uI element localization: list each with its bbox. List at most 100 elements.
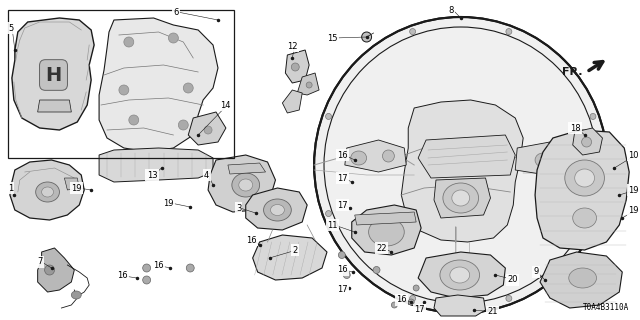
Ellipse shape xyxy=(179,120,188,130)
Ellipse shape xyxy=(373,267,380,274)
Ellipse shape xyxy=(204,126,212,134)
Polygon shape xyxy=(99,148,213,182)
Ellipse shape xyxy=(408,299,414,305)
Polygon shape xyxy=(12,18,94,130)
Ellipse shape xyxy=(343,271,350,278)
Text: 6: 6 xyxy=(173,7,179,17)
Ellipse shape xyxy=(264,199,291,221)
Ellipse shape xyxy=(183,83,193,93)
Ellipse shape xyxy=(306,82,312,88)
Polygon shape xyxy=(297,73,319,95)
Text: 9: 9 xyxy=(533,268,538,276)
Ellipse shape xyxy=(590,113,596,119)
Ellipse shape xyxy=(339,252,346,259)
Polygon shape xyxy=(515,142,573,175)
Text: 16: 16 xyxy=(337,266,348,275)
Text: 17: 17 xyxy=(414,306,425,315)
Text: 19: 19 xyxy=(628,186,639,195)
Ellipse shape xyxy=(124,37,134,47)
Text: 11: 11 xyxy=(327,220,337,229)
Text: 14: 14 xyxy=(220,100,230,109)
Polygon shape xyxy=(10,160,84,220)
Text: 19: 19 xyxy=(628,205,639,214)
Ellipse shape xyxy=(291,63,300,71)
Ellipse shape xyxy=(143,276,150,284)
Text: 18: 18 xyxy=(570,124,580,132)
Ellipse shape xyxy=(119,85,129,95)
Text: 2: 2 xyxy=(292,245,298,254)
Ellipse shape xyxy=(186,264,194,272)
Ellipse shape xyxy=(45,265,54,275)
Ellipse shape xyxy=(129,115,139,125)
Polygon shape xyxy=(434,295,486,316)
Text: 3: 3 xyxy=(236,204,241,212)
Text: 16: 16 xyxy=(154,261,164,270)
Polygon shape xyxy=(434,178,490,218)
Polygon shape xyxy=(573,128,602,155)
Polygon shape xyxy=(282,90,302,113)
Polygon shape xyxy=(540,252,622,308)
Polygon shape xyxy=(99,18,218,152)
Text: 4: 4 xyxy=(204,171,209,180)
Polygon shape xyxy=(535,130,629,250)
Text: T0A4B3110A: T0A4B3110A xyxy=(583,303,629,312)
Ellipse shape xyxy=(362,32,372,42)
Ellipse shape xyxy=(582,137,591,147)
Ellipse shape xyxy=(239,179,253,191)
Polygon shape xyxy=(352,205,421,255)
Polygon shape xyxy=(38,100,71,112)
Ellipse shape xyxy=(36,182,60,202)
Text: 16: 16 xyxy=(246,236,257,244)
Ellipse shape xyxy=(440,260,479,290)
Text: 8: 8 xyxy=(449,5,454,14)
Ellipse shape xyxy=(326,113,332,119)
Text: 22: 22 xyxy=(376,244,387,252)
Polygon shape xyxy=(345,140,406,172)
Text: 16: 16 xyxy=(337,150,348,159)
Ellipse shape xyxy=(383,150,394,162)
Text: 13: 13 xyxy=(147,171,157,180)
Text: 17: 17 xyxy=(337,173,348,182)
Ellipse shape xyxy=(326,211,332,217)
Text: 5: 5 xyxy=(8,23,13,33)
Bar xyxy=(8,10,234,158)
Ellipse shape xyxy=(443,183,479,213)
Text: H: H xyxy=(45,66,61,84)
Ellipse shape xyxy=(452,190,470,206)
Ellipse shape xyxy=(450,267,470,283)
Ellipse shape xyxy=(569,268,596,288)
Text: 20: 20 xyxy=(508,276,518,284)
Ellipse shape xyxy=(42,187,54,197)
Text: 19: 19 xyxy=(163,198,174,207)
Ellipse shape xyxy=(71,291,81,299)
Text: 17: 17 xyxy=(337,285,348,294)
Polygon shape xyxy=(65,178,79,190)
Ellipse shape xyxy=(506,295,512,301)
Ellipse shape xyxy=(351,151,367,165)
Text: 19: 19 xyxy=(71,183,82,193)
Ellipse shape xyxy=(564,160,604,196)
Polygon shape xyxy=(228,163,266,174)
Ellipse shape xyxy=(575,169,595,187)
Ellipse shape xyxy=(535,153,551,167)
Ellipse shape xyxy=(413,285,419,291)
Text: FR.: FR. xyxy=(562,67,582,77)
Polygon shape xyxy=(285,50,309,83)
Ellipse shape xyxy=(392,302,397,308)
Text: 17: 17 xyxy=(337,201,348,210)
Text: 21: 21 xyxy=(488,308,498,316)
Ellipse shape xyxy=(590,211,596,217)
Ellipse shape xyxy=(232,173,260,197)
Text: 7: 7 xyxy=(38,258,43,267)
Polygon shape xyxy=(38,248,74,292)
Polygon shape xyxy=(355,212,416,225)
Ellipse shape xyxy=(369,218,404,246)
Ellipse shape xyxy=(168,33,179,43)
Polygon shape xyxy=(253,235,327,280)
Ellipse shape xyxy=(271,204,284,215)
Text: 10: 10 xyxy=(628,150,639,159)
Polygon shape xyxy=(246,188,307,230)
Ellipse shape xyxy=(573,208,596,228)
Ellipse shape xyxy=(314,17,607,313)
Text: 12: 12 xyxy=(287,42,298,51)
